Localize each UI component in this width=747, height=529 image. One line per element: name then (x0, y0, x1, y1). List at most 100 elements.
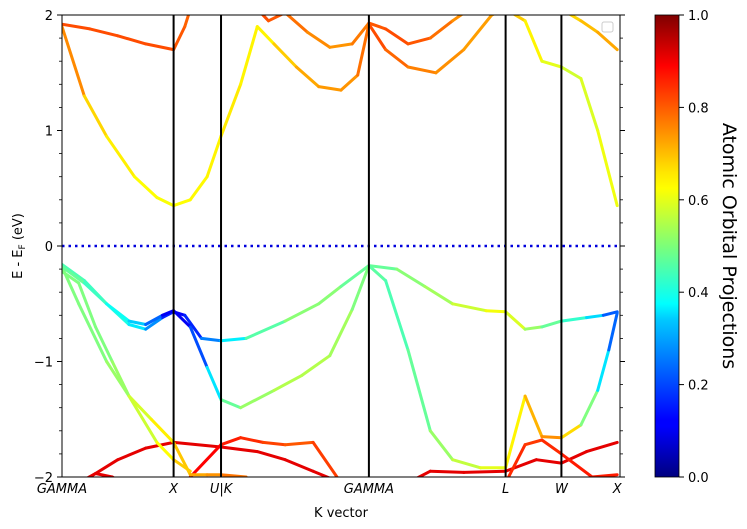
band-segment (219, 336, 248, 343)
band-segment (110, 475, 116, 477)
band-line (62, 264, 619, 470)
band-segment (127, 394, 159, 444)
band-segment (579, 77, 600, 132)
band-segment (462, 15, 494, 52)
band-line (62, 15, 191, 52)
band-segment (350, 264, 371, 311)
band-segment (406, 36, 432, 46)
band-segment (149, 417, 176, 444)
band-lines (62, 15, 619, 477)
band-segment (239, 388, 276, 410)
band-segment (311, 469, 331, 477)
band-segment (62, 265, 86, 285)
band-segment (428, 429, 455, 462)
band-segment (110, 360, 131, 398)
band-segment (428, 469, 466, 474)
band-segment (219, 445, 259, 454)
band-segment (62, 25, 86, 98)
band-segment (585, 440, 619, 454)
band-segment (585, 313, 605, 320)
band-segment (339, 73, 360, 92)
band-segment (62, 22, 92, 31)
band-segment (62, 269, 81, 285)
band-segment (406, 348, 432, 433)
band-segment (434, 48, 466, 75)
band-segment (356, 22, 371, 77)
plot-area (62, 15, 620, 477)
band-segment (367, 21, 388, 31)
band-segment (260, 15, 270, 23)
band-segment (219, 398, 243, 410)
colorbar-tick-label: 0.6 (688, 194, 709, 209)
band-segment (540, 438, 563, 456)
band-segment (172, 309, 192, 329)
band-segment (86, 472, 97, 477)
band-segment (200, 336, 223, 343)
band-segment (328, 308, 354, 358)
band-segment (415, 469, 432, 477)
band-segment (317, 85, 343, 92)
band-segment (504, 458, 538, 473)
band-segment (261, 440, 287, 447)
band-line (86, 436, 619, 477)
band-segment (283, 440, 315, 447)
colorbar-tick-label: 0.2 (688, 379, 709, 394)
band-segment (188, 175, 209, 202)
band-segment (88, 27, 120, 38)
band-segment (94, 472, 114, 477)
band-segment (294, 65, 321, 89)
band-segment (244, 319, 287, 340)
band-segment (523, 19, 544, 63)
band-segment (601, 310, 619, 317)
colorbar-label: Atomic Orbital Projections (718, 123, 740, 369)
band-segment (559, 316, 588, 323)
band-segment (596, 129, 619, 208)
band-segment (367, 264, 399, 271)
band-segment (77, 281, 97, 329)
x-axis: GAMMA X U|K GAMMA L W X (37, 482, 623, 497)
band-segment (451, 302, 488, 313)
band-segment (559, 452, 594, 477)
band-segment (105, 302, 131, 323)
band-segment (183, 15, 191, 29)
band-segment (155, 196, 176, 208)
band-segment (219, 436, 243, 447)
high-symmetry-lines (172, 15, 563, 477)
band-segment (300, 354, 332, 377)
band-segment (540, 59, 563, 69)
kpoint-label: GAMMA (344, 482, 394, 497)
band-segment (116, 446, 148, 462)
band-segment (255, 25, 276, 46)
band-segment (607, 311, 619, 352)
band-segment (559, 65, 583, 80)
band-segment (160, 309, 176, 317)
band-segment (367, 22, 388, 52)
band-segment (568, 15, 583, 23)
band-segment (579, 19, 600, 34)
band-segment (423, 284, 455, 306)
band-segment (406, 65, 438, 75)
band-line (568, 15, 619, 52)
band-segment (428, 19, 455, 40)
band-segment (144, 313, 164, 326)
band-segment (188, 443, 223, 477)
band-segment (272, 373, 304, 392)
y-tick-label: 0 (45, 240, 53, 255)
colorbar: 0.0 0.2 0.4 0.6 0.8 1.0 (654, 9, 709, 486)
kpoint-label: U|K (210, 482, 234, 497)
y-axis-label: E - EF (eV) (11, 213, 28, 279)
y-tick-label: 1 (45, 125, 53, 140)
band-segment (534, 458, 563, 465)
band-segment (77, 302, 109, 363)
colorbar-tick-label: 0.0 (688, 471, 709, 486)
band-segment (172, 198, 192, 208)
band-segment (596, 348, 611, 392)
band-segment (367, 264, 388, 283)
kpoint-label: X (612, 482, 623, 497)
band-segment (462, 469, 508, 474)
band-segment (579, 388, 600, 427)
band-segment (540, 435, 563, 440)
band-segment (219, 82, 243, 138)
colorbar-tick-label: 1.0 (688, 9, 709, 24)
kpoint-label: W (555, 482, 569, 497)
